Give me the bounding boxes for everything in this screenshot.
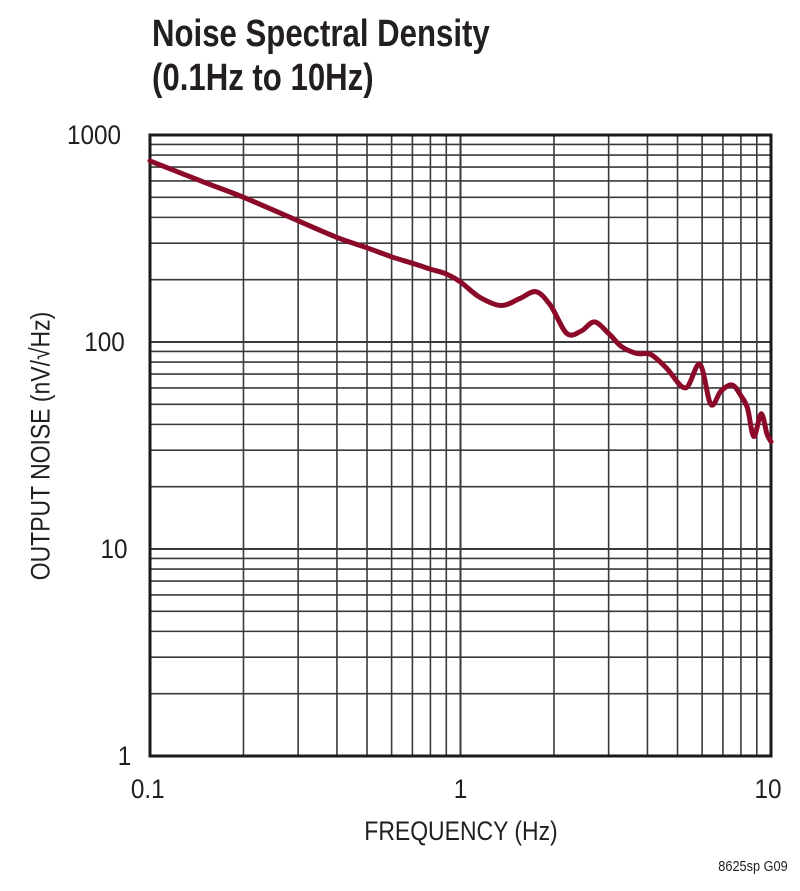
x-tick-1: 1 (453, 774, 468, 805)
x-axis-label: FREQUENCY (Hz) (347, 816, 575, 847)
grid-lines (149, 135, 771, 757)
x-tick-label: 10 (754, 774, 782, 804)
plot-frame (148, 133, 773, 758)
x-tick-10: 10 (753, 774, 783, 805)
y-axis-label-text: OUTPUT NOISE (nV/√Hz) (25, 311, 56, 581)
x-tick-label: 0.1 (130, 774, 165, 804)
y-tick-10: 10 (99, 534, 129, 565)
y-tick-100: 100 (82, 327, 127, 358)
x-tick-0.1: 0.1 (129, 774, 167, 805)
chart-title: Noise Spectral Density (0.1Hz to 10Hz) (152, 12, 490, 100)
chart-title-line-2: (0.1Hz to 10Hz) (152, 57, 374, 99)
y-tick-label: 1 (117, 741, 132, 771)
figure-code-text: 8625sp G09 (718, 858, 788, 875)
y-tick-1000: 1000 (64, 120, 124, 151)
x-axis-label-text: FREQUENCY (Hz) (364, 816, 558, 846)
y-tick-label: 1000 (67, 120, 122, 150)
figure-code: 8625sp G09 (706, 858, 788, 875)
noise-curve (147, 158, 774, 445)
y-tick-label: 10 (100, 534, 128, 564)
chart-title-line-1: Noise Spectral Density (152, 13, 490, 55)
y-tick-1: 1 (117, 741, 132, 772)
x-tick-label: 1 (453, 774, 468, 804)
y-axis-label: OUTPUT NOISE (nV/√Hz) (26, 288, 57, 604)
y-tick-label: 100 (84, 327, 125, 357)
